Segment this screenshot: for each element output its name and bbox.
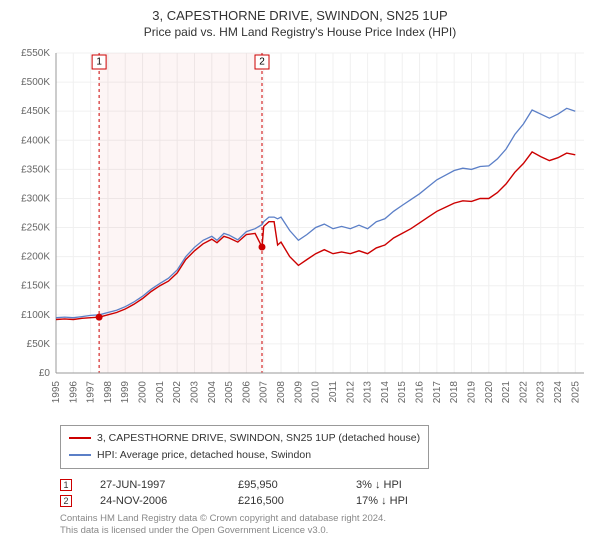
svg-text:£550K: £550K <box>21 48 50 59</box>
svg-text:£500K: £500K <box>21 77 50 88</box>
legend-swatch <box>69 437 91 439</box>
svg-text:£100K: £100K <box>21 310 50 321</box>
svg-text:2000: 2000 <box>138 381 149 404</box>
svg-text:2001: 2001 <box>155 381 166 404</box>
svg-text:£250K: £250K <box>21 223 50 234</box>
svg-text:£200K: £200K <box>21 252 50 263</box>
svg-text:2016: 2016 <box>415 381 426 404</box>
legend-swatch <box>69 454 91 456</box>
legend-item: HPI: Average price, detached house, Swin… <box>69 447 420 464</box>
sale-pct: 3% ↓ HPI <box>356 479 402 491</box>
svg-text:2024: 2024 <box>553 381 564 404</box>
sale-pct: 17% ↓ HPI <box>356 495 408 507</box>
svg-text:£50K: £50K <box>27 339 51 350</box>
svg-text:£400K: £400K <box>21 135 50 146</box>
legend-label: HPI: Average price, detached house, Swin… <box>97 447 311 464</box>
svg-text:1995: 1995 <box>51 381 62 404</box>
svg-text:2007: 2007 <box>259 381 270 404</box>
svg-text:2012: 2012 <box>345 381 356 404</box>
chart-area: £0 £50K £100K £150K £200K £250K £300K £350K £400… <box>10 47 590 417</box>
svg-text:£150K: £150K <box>21 281 50 292</box>
chart-title: 3, CAPESTHORNE DRIVE, SWINDON, SN25 1UP <box>10 8 590 23</box>
attribution: Contains HM Land Registry data © Crown c… <box>60 513 590 538</box>
svg-text:£300K: £300K <box>21 193 50 204</box>
svg-text:£0: £0 <box>39 368 51 379</box>
svg-text:1998: 1998 <box>103 381 114 404</box>
sales-table: 1 27-JUN-1997 £95,950 3% ↓ HPI 2 24-NOV-2006 £… <box>60 479 590 507</box>
sale-date: 24-NOV-2006 <box>100 495 210 507</box>
svg-text:2018: 2018 <box>449 381 460 404</box>
svg-text:2025: 2025 <box>570 381 581 404</box>
attribution-line1: Contains HM Land Registry data © Crown c… <box>60 513 590 525</box>
legend-label: 3, CAPESTHORNE DRIVE, SWINDON, SN25 1UP … <box>97 430 420 447</box>
chart-subtitle: Price paid vs. HM Land Registry's House … <box>10 25 590 39</box>
svg-text:2005: 2005 <box>224 381 235 404</box>
legend-item: 3, CAPESTHORNE DRIVE, SWINDON, SN25 1UP … <box>69 430 420 447</box>
svg-text:2017: 2017 <box>432 381 443 404</box>
sale-marker: 2 <box>60 495 72 507</box>
sale-marker: 1 <box>60 479 72 491</box>
sale-date: 27-JUN-1997 <box>100 479 210 491</box>
svg-text:2023: 2023 <box>536 381 547 404</box>
svg-text:1: 1 <box>96 57 102 68</box>
svg-text:2022: 2022 <box>518 381 529 404</box>
svg-text:2004: 2004 <box>207 381 218 404</box>
svg-text:2011: 2011 <box>328 381 339 403</box>
sale-row: 1 27-JUN-1997 £95,950 3% ↓ HPI <box>60 479 590 491</box>
svg-text:2014: 2014 <box>380 381 391 404</box>
svg-text:2: 2 <box>259 57 265 68</box>
svg-text:2020: 2020 <box>484 381 495 404</box>
legend-box: 3, CAPESTHORNE DRIVE, SWINDON, SN25 1UP … <box>60 425 429 469</box>
sale-price: £95,950 <box>238 479 328 491</box>
svg-text:£350K: £350K <box>21 164 50 175</box>
svg-text:2013: 2013 <box>363 381 374 404</box>
attribution-line2: This data is licensed under the Open Gov… <box>60 525 590 537</box>
svg-text:2006: 2006 <box>241 381 252 404</box>
svg-text:2009: 2009 <box>293 381 304 404</box>
svg-text:1997: 1997 <box>86 381 97 404</box>
svg-text:£450K: £450K <box>21 106 50 117</box>
svg-text:2002: 2002 <box>172 381 183 404</box>
svg-text:1996: 1996 <box>68 381 79 404</box>
svg-text:2021: 2021 <box>501 381 512 404</box>
svg-text:2010: 2010 <box>311 381 322 404</box>
svg-text:2008: 2008 <box>276 381 287 404</box>
svg-text:2003: 2003 <box>189 381 200 404</box>
svg-text:2015: 2015 <box>397 381 408 404</box>
sale-row: 2 24-NOV-2006 £216,500 17% ↓ HPI <box>60 495 590 507</box>
svg-text:2019: 2019 <box>466 381 477 404</box>
svg-text:1999: 1999 <box>120 381 131 404</box>
sale-price: £216,500 <box>238 495 328 507</box>
chart-svg: £0 £50K £100K £150K £200K £250K £300K £350K £400… <box>10 47 590 417</box>
